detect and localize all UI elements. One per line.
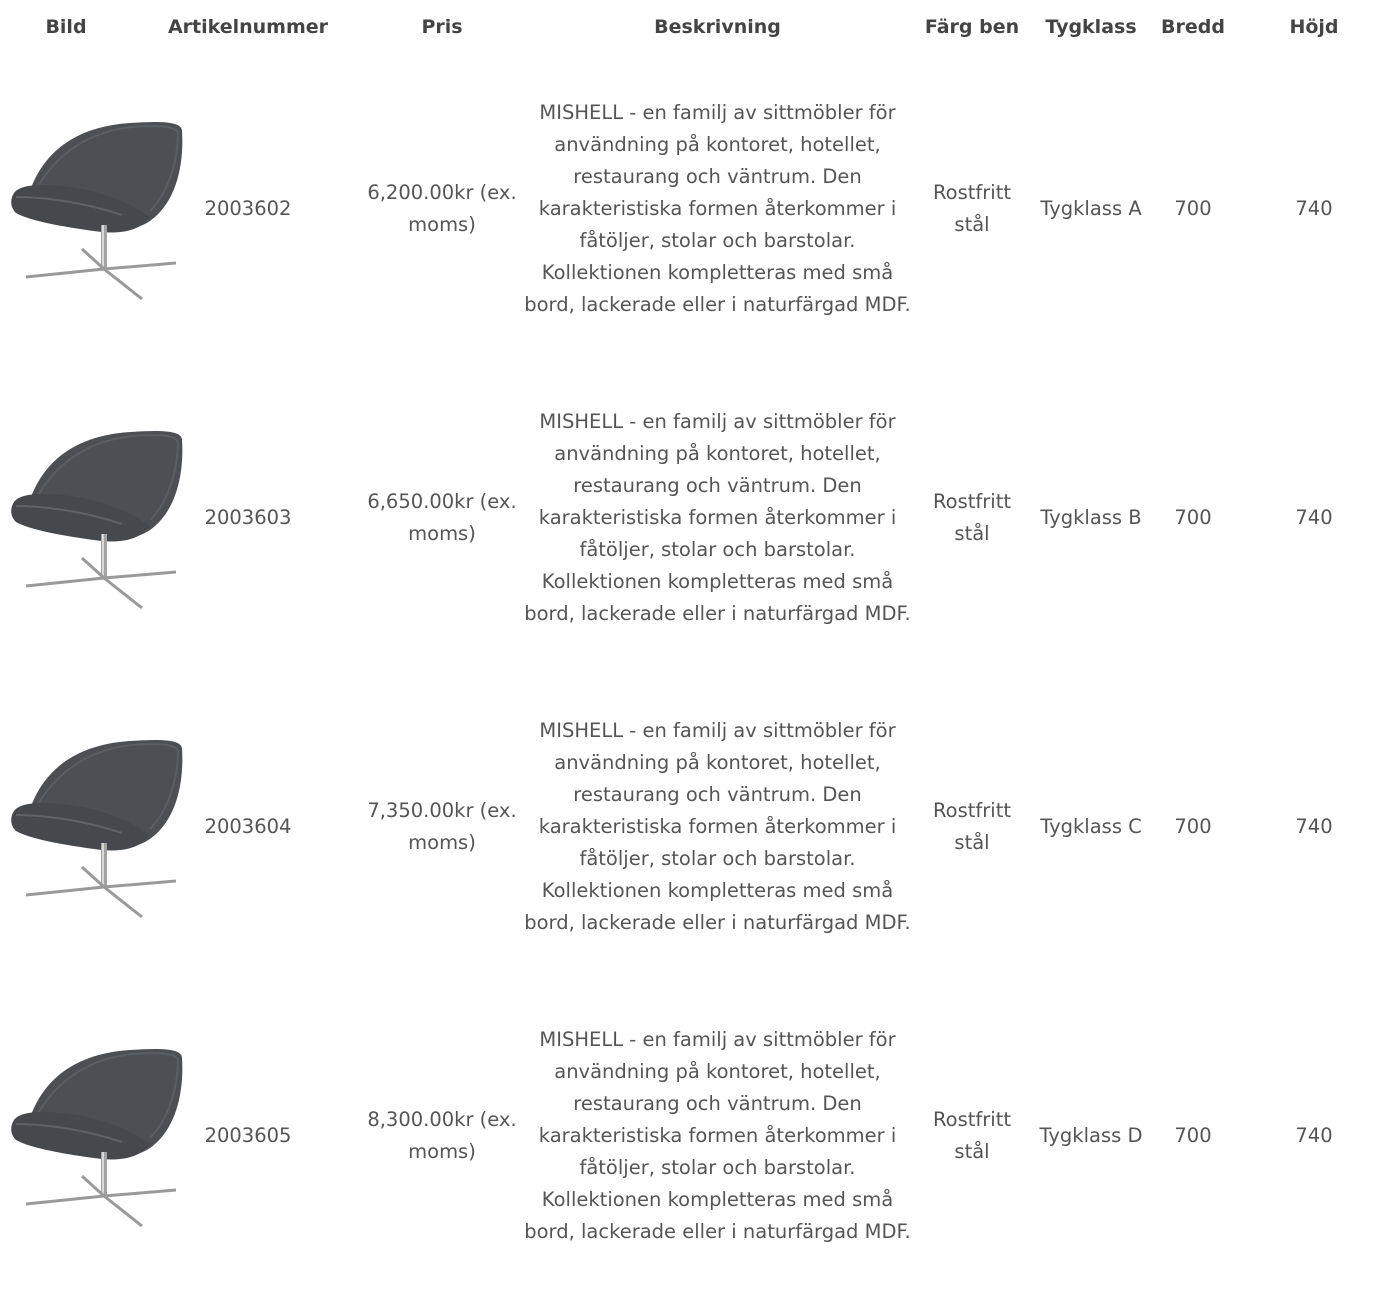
table-row: 2003605 8,300.00kr (ex. moms) MISHELL - … xyxy=(0,981,1395,1290)
leg-color: Rostfritt stål xyxy=(933,798,1011,854)
product-image-cell[interactable] xyxy=(0,54,183,363)
height-value: 740 xyxy=(1295,505,1333,529)
fabric-class: Tygklass D xyxy=(1039,1123,1143,1147)
price: 8,300.00kr (ex. moms) xyxy=(367,1107,517,1163)
table-row: 2003604 7,350.00kr (ex. moms) MISHELL - … xyxy=(0,672,1395,981)
leg-color: Rostfritt stål xyxy=(933,1107,1011,1163)
height-value: 740 xyxy=(1295,1123,1333,1147)
article-number: 2003605 xyxy=(204,1123,292,1147)
width-value: 700 xyxy=(1174,505,1212,529)
price: 7,350.00kr (ex. moms) xyxy=(367,798,517,854)
height-value: 740 xyxy=(1295,196,1333,220)
lounge-chair-image[interactable] xyxy=(10,735,186,919)
table-row: 2003603 6,650.00kr (ex. moms) MISHELL - … xyxy=(0,363,1395,672)
description: MISHELL - en familj av sittmöbler för an… xyxy=(524,718,911,934)
header-tygklass: Tygklass xyxy=(1045,16,1137,38)
fabric-class: Tygklass B xyxy=(1040,505,1142,529)
width-value: 700 xyxy=(1174,814,1212,838)
description: MISHELL - en familj av sittmöbler för an… xyxy=(524,409,911,625)
table-header-row: Bild Artikelnummer Pris Beskrivning Färg… xyxy=(0,0,1395,54)
article-number: 2003603 xyxy=(204,505,292,529)
height-value: 740 xyxy=(1295,814,1333,838)
lounge-chair-image[interactable] xyxy=(10,117,186,301)
header-farg-ben: Färg ben xyxy=(924,16,1020,38)
table-row: 2003602 6,200.00kr (ex. moms) MISHELL - … xyxy=(0,54,1395,363)
article-number: 2003602 xyxy=(204,196,292,220)
price: 6,650.00kr (ex. moms) xyxy=(367,489,517,545)
header-artikelnummer: Artikelnummer xyxy=(167,16,329,38)
lounge-chair-image[interactable] xyxy=(10,1044,186,1228)
width-value: 700 xyxy=(1174,1123,1212,1147)
header-bredd: Bredd xyxy=(1161,16,1225,38)
header-beskrivning: Beskrivning xyxy=(654,16,781,38)
width-value: 700 xyxy=(1174,196,1212,220)
description: MISHELL - en familj av sittmöbler för an… xyxy=(524,1027,911,1243)
lounge-chair-image[interactable] xyxy=(10,426,186,610)
product-image-cell[interactable] xyxy=(0,363,183,672)
fabric-class: Tygklass A xyxy=(1040,196,1142,220)
product-image-cell[interactable] xyxy=(0,672,183,981)
header-hojd: Höjd xyxy=(1289,16,1339,38)
price: 6,200.00kr (ex. moms) xyxy=(367,180,517,236)
description: MISHELL - en familj av sittmöbler för an… xyxy=(524,100,911,316)
product-image-cell[interactable] xyxy=(0,981,183,1290)
header-bild: Bild xyxy=(45,16,87,38)
header-pris: Pris xyxy=(421,16,463,38)
fabric-class: Tygklass C xyxy=(1040,814,1142,838)
article-number: 2003604 xyxy=(204,814,292,838)
leg-color: Rostfritt stål xyxy=(933,489,1011,545)
leg-color: Rostfritt stål xyxy=(933,180,1011,236)
